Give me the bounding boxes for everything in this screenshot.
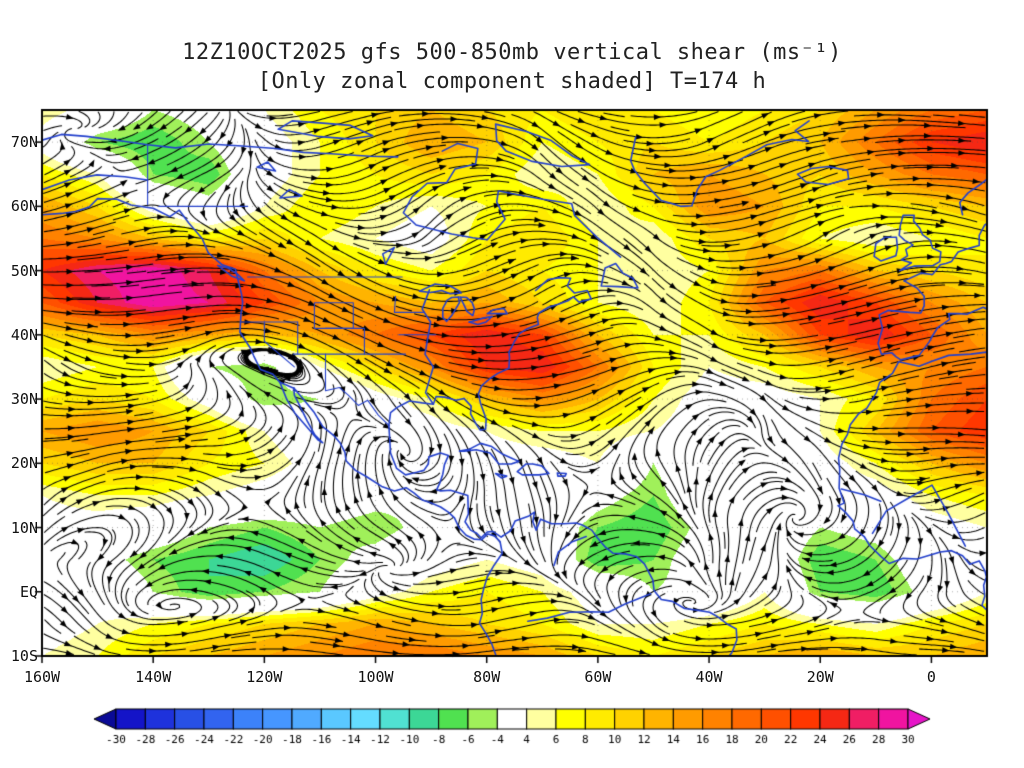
lat-tick-label: 70N (10, 133, 38, 152)
lat-tick-label: 50N (10, 261, 38, 280)
lat-tick-label: 10N (10, 518, 38, 537)
lon-tick-label: 40W (695, 668, 723, 686)
lon-tick-label: 20W (806, 668, 834, 686)
colorbar (92, 706, 932, 752)
lat-tick-label: 40N (10, 325, 38, 344)
chart-subtitle: [Only zonal component shaded] T=174 h (257, 69, 767, 94)
lon-tick-label: 0 (926, 668, 936, 686)
chart-header: 12Z10OCT2025 gfs 500-850mb vertical shea… (0, 38, 1024, 96)
lat-tick-label: 30N (10, 390, 38, 409)
lat-tick-label: EQ (19, 582, 38, 601)
lat-tick-label: 20N (10, 454, 38, 473)
lon-tick-label: 120W (246, 668, 283, 686)
lat-tick-label: 60N (10, 197, 38, 216)
lat-tick-label: 10S (10, 647, 38, 665)
lon-tick-label: 140W (135, 668, 172, 686)
lon-tick-label: 160W (23, 668, 61, 686)
lon-tick-label: 100W (357, 668, 394, 686)
lon-tick-label: 80W (473, 668, 501, 686)
lon-tick-label: 60W (584, 668, 612, 686)
chart-title: 12Z10OCT2025 gfs 500-850mb vertical shea… (182, 40, 842, 65)
